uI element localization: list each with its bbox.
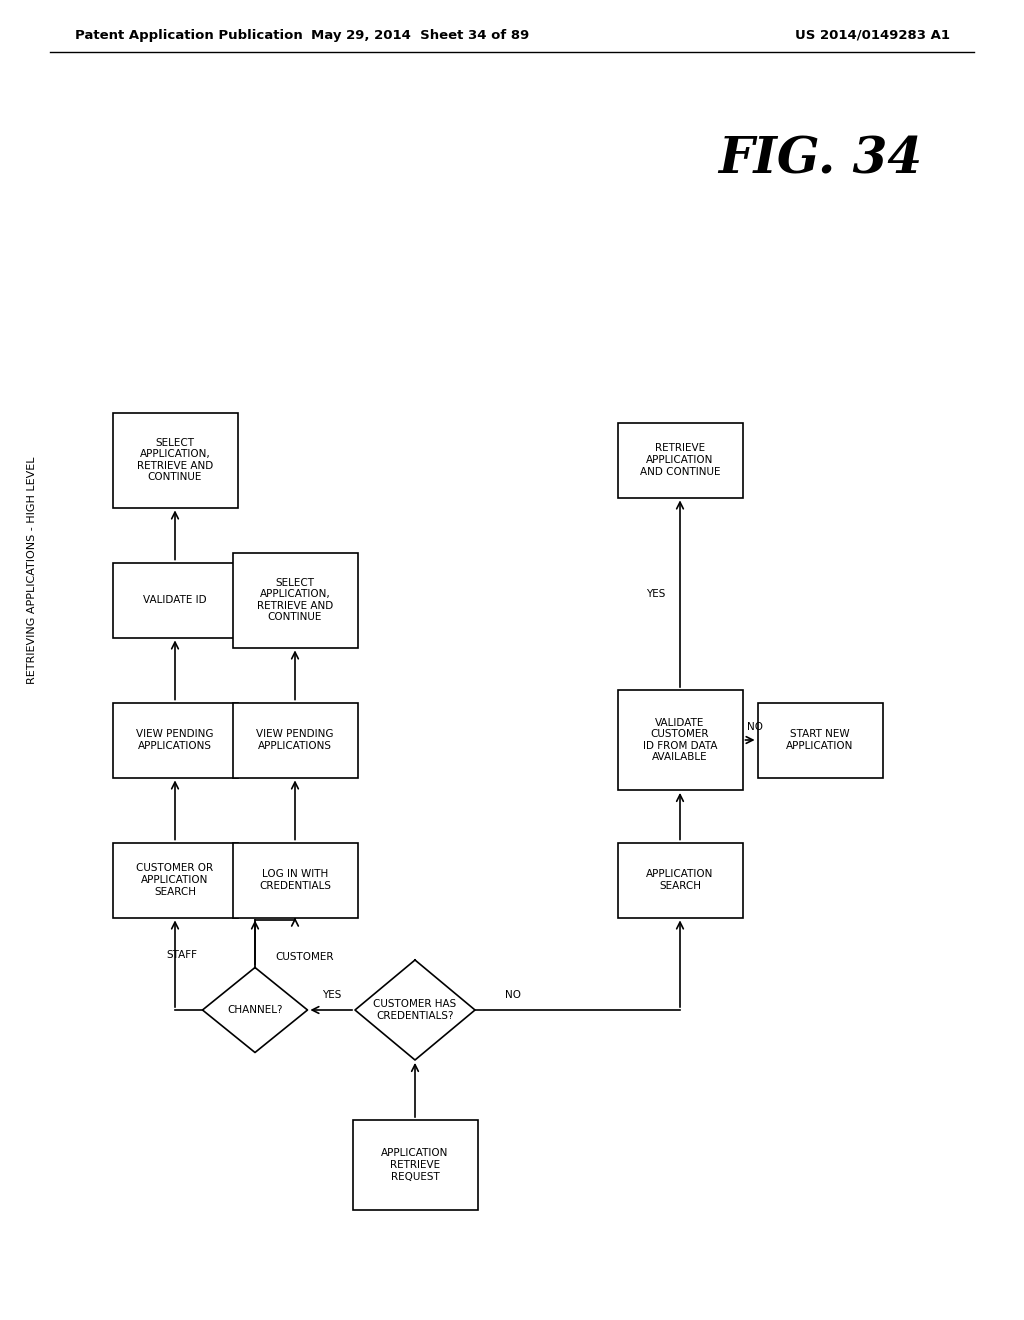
Text: NO: NO xyxy=(748,722,764,733)
Text: RETRIEVING APPLICATIONS - HIGH LEVEL: RETRIEVING APPLICATIONS - HIGH LEVEL xyxy=(27,457,37,684)
Text: SELECT
APPLICATION,
RETRIEVE AND
CONTINUE: SELECT APPLICATION, RETRIEVE AND CONTINU… xyxy=(137,438,213,482)
Text: CUSTOMER OR
APPLICATION
SEARCH: CUSTOMER OR APPLICATION SEARCH xyxy=(136,863,214,896)
Bar xyxy=(352,1119,477,1210)
Bar xyxy=(617,690,742,789)
Text: NO: NO xyxy=(505,990,521,1001)
Text: CUSTOMER: CUSTOMER xyxy=(275,953,334,962)
Text: APPLICATION
RETRIEVE
REQUEST: APPLICATION RETRIEVE REQUEST xyxy=(381,1148,449,1181)
Text: CHANNEL?: CHANNEL? xyxy=(227,1005,283,1015)
Text: SELECT
APPLICATION,
RETRIEVE AND
CONTINUE: SELECT APPLICATION, RETRIEVE AND CONTINU… xyxy=(257,578,333,623)
Bar xyxy=(113,412,238,507)
Bar xyxy=(113,842,238,917)
Text: YES: YES xyxy=(645,589,665,599)
Bar xyxy=(758,702,883,777)
Text: STAFF: STAFF xyxy=(167,950,198,960)
Bar xyxy=(617,422,742,498)
Text: START NEW
APPLICATION: START NEW APPLICATION xyxy=(786,729,854,751)
Bar xyxy=(617,842,742,917)
Bar xyxy=(232,702,357,777)
Text: FIG. 34: FIG. 34 xyxy=(718,136,922,185)
Text: RETRIEVE
APPLICATION
AND CONTINUE: RETRIEVE APPLICATION AND CONTINUE xyxy=(640,444,720,477)
Text: VIEW PENDING
APPLICATIONS: VIEW PENDING APPLICATIONS xyxy=(256,729,334,751)
Text: Patent Application Publication: Patent Application Publication xyxy=(75,29,303,41)
Text: LOG IN WITH
CREDENTIALS: LOG IN WITH CREDENTIALS xyxy=(259,869,331,891)
Text: May 29, 2014  Sheet 34 of 89: May 29, 2014 Sheet 34 of 89 xyxy=(311,29,529,41)
Bar xyxy=(113,702,238,777)
Text: VIEW PENDING
APPLICATIONS: VIEW PENDING APPLICATIONS xyxy=(136,729,214,751)
Text: US 2014/0149283 A1: US 2014/0149283 A1 xyxy=(795,29,950,41)
Bar xyxy=(232,553,357,648)
Text: CUSTOMER HAS
CREDENTIALS?: CUSTOMER HAS CREDENTIALS? xyxy=(374,999,457,1020)
Bar xyxy=(232,842,357,917)
Text: APPLICATION
SEARCH: APPLICATION SEARCH xyxy=(646,869,714,891)
Bar xyxy=(113,562,238,638)
Text: VALIDATE ID: VALIDATE ID xyxy=(143,595,207,605)
Text: VALIDATE
CUSTOMER
ID FROM DATA
AVAILABLE: VALIDATE CUSTOMER ID FROM DATA AVAILABLE xyxy=(643,718,717,763)
Text: YES: YES xyxy=(322,990,341,1001)
